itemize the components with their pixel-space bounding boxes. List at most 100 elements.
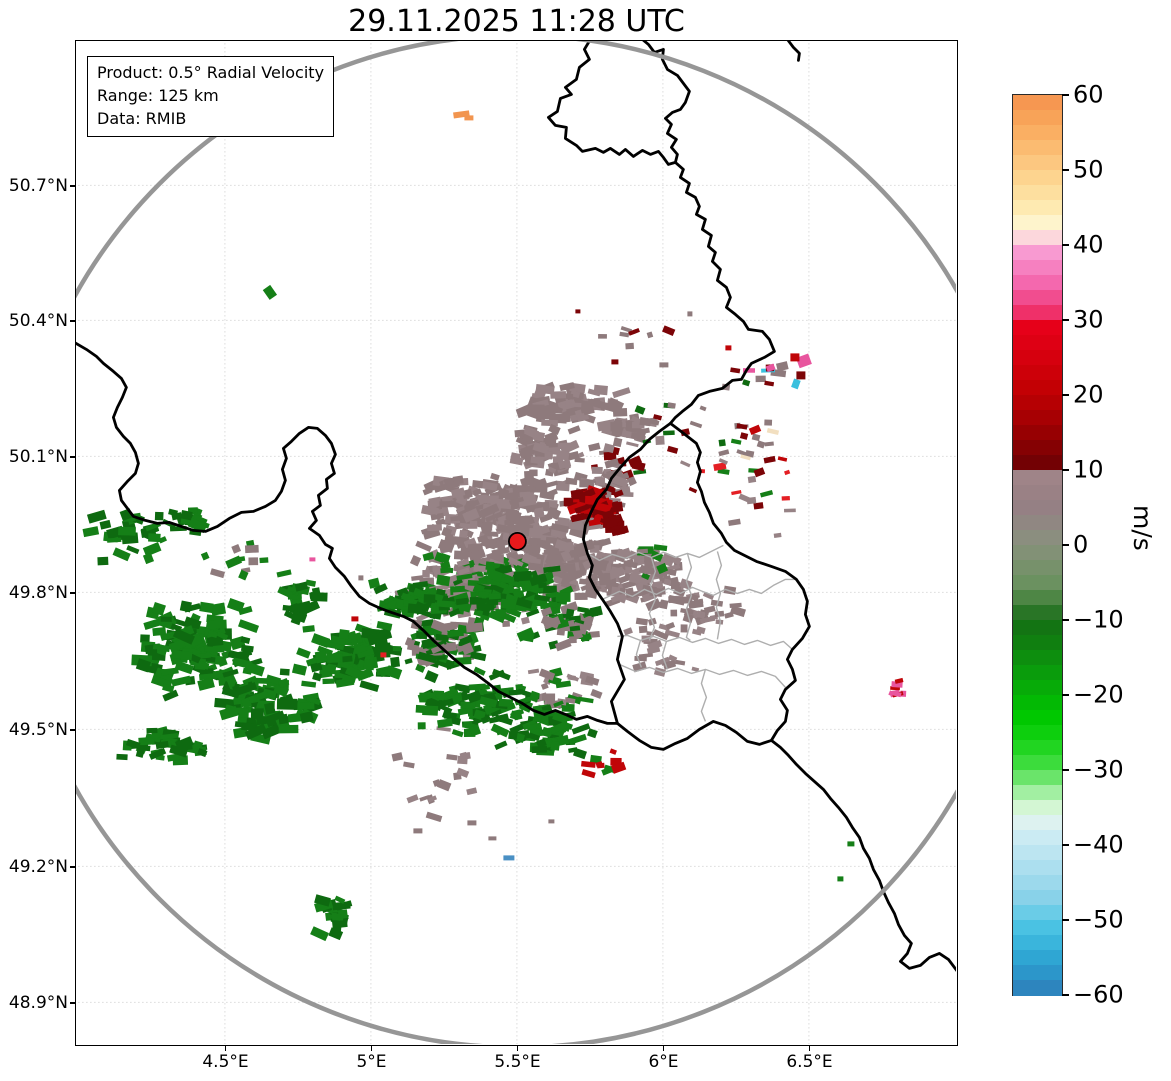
echo-rect (634, 655, 647, 662)
echo-rect (534, 594, 551, 602)
echo-rect (742, 379, 751, 387)
echo-rect (691, 666, 700, 672)
echo-rect (588, 442, 601, 452)
colorbar-band (1013, 140, 1062, 156)
echo-rect (430, 619, 450, 634)
echo-rect (148, 533, 161, 543)
map-plot-area (75, 40, 958, 1046)
echo-rect (781, 495, 790, 501)
echo-rect (422, 705, 439, 716)
echo-rect (612, 387, 631, 399)
echo-rect (527, 668, 540, 675)
echo-rect (112, 547, 131, 562)
echo-rect (847, 841, 855, 847)
echo-rect (293, 702, 315, 711)
colorbar-band (1013, 530, 1062, 546)
lat-tick-label: 50.7°N (8, 176, 68, 196)
echo-rect (653, 414, 663, 421)
echo-rect (595, 761, 603, 768)
echo-rect (613, 489, 624, 499)
echo-rect (498, 698, 514, 708)
echo-rect (538, 582, 547, 589)
colorbar-band (1013, 650, 1062, 666)
echo-rect (670, 576, 680, 586)
echo-rect (541, 726, 553, 738)
colorbar-band (1013, 935, 1062, 951)
echo-rect (665, 622, 676, 630)
echo-rect (441, 527, 453, 538)
echo-rect (534, 395, 550, 403)
echo-rect (543, 565, 561, 574)
echo-rect (383, 595, 395, 605)
echo-rect (241, 722, 256, 732)
echo-rect (524, 470, 534, 479)
echo-rect (125, 738, 141, 750)
echo-rect (312, 672, 323, 682)
echo-rect (451, 536, 466, 546)
echo-rect (736, 449, 749, 457)
echo-rect (718, 439, 726, 447)
echo-rect (765, 363, 776, 373)
echo-rect (667, 402, 676, 409)
echo-rect (199, 668, 214, 675)
echo-rect (502, 620, 511, 627)
echo-rect (490, 472, 500, 481)
echo-rect (542, 488, 558, 499)
echo-rect (572, 628, 584, 640)
echo-rect (417, 691, 433, 702)
echo-rect (207, 630, 218, 638)
echo-rect (715, 619, 724, 625)
echo-rect (531, 745, 548, 754)
colorbar-band (1013, 890, 1062, 906)
colorbar-tick-mark (1062, 319, 1069, 321)
echo-rect (179, 600, 192, 613)
echo-rect (535, 383, 546, 395)
product-info-box: Product: 0.5° Radial Velocity Range: 125… (87, 56, 335, 137)
echo-rect (550, 523, 570, 533)
echo-rect (459, 635, 473, 646)
lat-tick-label: 49.8°N (8, 583, 68, 603)
colorbar-tick-mark (1062, 544, 1069, 546)
echo-rect (568, 527, 587, 539)
echo-rect (436, 588, 446, 596)
echo-rect (466, 690, 482, 704)
echo-rect (363, 659, 375, 671)
echo-rect (238, 619, 260, 634)
echo-rect (488, 669, 506, 681)
lon-tick-mark (516, 1046, 519, 1051)
colorbar-tick-mark (1062, 619, 1069, 621)
echo-rect (466, 787, 478, 796)
echo-rect (603, 443, 615, 454)
colorbar-band (1013, 170, 1062, 186)
echo-rect (158, 536, 167, 544)
echo-rect (168, 639, 186, 653)
echo-rect (653, 544, 668, 552)
echo-rect (529, 690, 540, 703)
echo-rect (460, 642, 474, 656)
echo-rect (497, 487, 510, 496)
echo-rect (524, 544, 540, 555)
echo-rect (330, 912, 342, 921)
echo-rect (282, 604, 301, 613)
echo-rect (379, 668, 391, 678)
echo-rect (484, 539, 498, 550)
colorbar-band (1013, 965, 1062, 981)
echo-rect (731, 489, 742, 496)
echo-rect (587, 388, 601, 397)
echo-rect (668, 654, 678, 663)
lat-tick-mark (70, 456, 75, 458)
echo-rect (641, 572, 651, 581)
echo-rect (445, 478, 456, 488)
colorbar-band (1013, 575, 1062, 591)
echo-rect (570, 513, 581, 523)
echo-rect (539, 601, 558, 610)
echo-rect (589, 605, 603, 618)
colorbar-band (1013, 725, 1062, 741)
echo-rect (546, 506, 562, 521)
echo-rect (496, 541, 506, 550)
echo-rect (107, 537, 122, 543)
colorbar-tick-mark (1062, 169, 1069, 171)
lat-tick-mark (70, 185, 75, 187)
echo-rect (332, 919, 348, 929)
